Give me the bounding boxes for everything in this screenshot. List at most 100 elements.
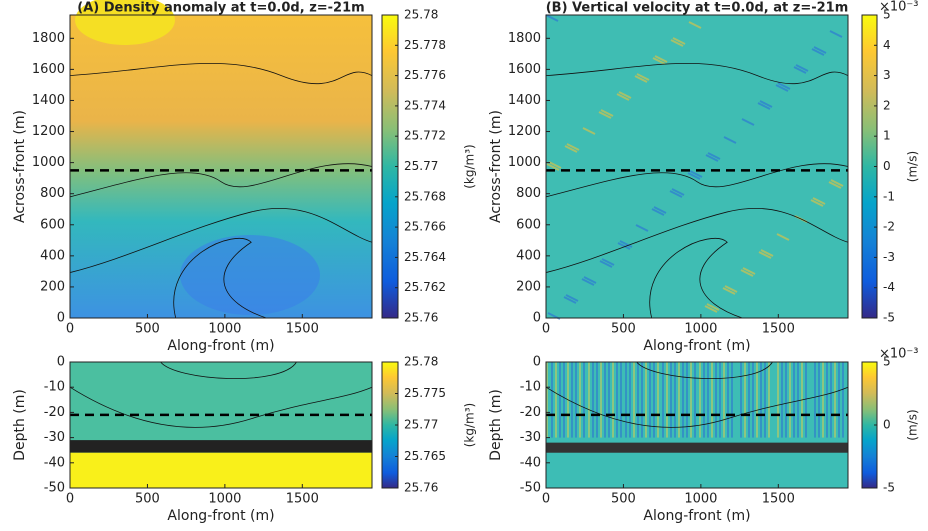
- field-streak: [565, 294, 579, 302]
- field-stripe: [596, 362, 598, 438]
- field-blob: [180, 235, 320, 315]
- field-band: [70, 440, 372, 453]
- x-axis-label: Along-front (m): [643, 508, 750, 524]
- field-streak: [811, 48, 825, 56]
- field-streak: [795, 64, 809, 72]
- field-streak: [775, 84, 789, 92]
- colorbar-tick-label: 25.776: [404, 68, 446, 82]
- y-tick-label: 0: [57, 355, 65, 370]
- field-streak: [634, 75, 648, 83]
- field-stripe: [690, 362, 692, 438]
- field-stripe: [826, 362, 828, 438]
- field-streak: [793, 66, 807, 74]
- colorbar-multiplier: ×10⁻³: [879, 0, 919, 15]
- field-stripe: [583, 362, 585, 438]
- y-tick-label: 1800: [32, 31, 65, 46]
- field-streak: [723, 136, 737, 144]
- field-stripe: [629, 362, 631, 438]
- field-streak: [636, 73, 650, 81]
- field-streak: [598, 111, 612, 119]
- colorbar-tick-label: 25.78: [404, 355, 438, 369]
- y-tick-label: -20: [520, 405, 541, 420]
- y-tick-label: 1800: [508, 31, 541, 46]
- panel: [70, 362, 372, 488]
- y-tick-label: 200: [40, 279, 65, 294]
- field-stripe: [674, 362, 676, 438]
- x-tick-label: 500: [135, 492, 160, 507]
- panel-title: (B) Vertical velocity at t=0.0d, at z=-2…: [546, 1, 849, 16]
- x-axis-label: Along-front (m): [167, 508, 274, 524]
- panel: [546, 362, 848, 488]
- colorbar-tick-label: 25.766: [404, 220, 446, 234]
- field-streak: [601, 258, 615, 266]
- field-stripe: [834, 362, 836, 438]
- x-tick-label: 1500: [762, 492, 795, 507]
- colorbar-tick-label: -1: [883, 189, 895, 203]
- field-streak: [670, 39, 684, 47]
- field-stripe: [793, 362, 795, 438]
- y-axis-label: Depth (m): [488, 389, 504, 461]
- y-tick-label: 0: [533, 355, 541, 370]
- contour: [546, 387, 848, 427]
- field-streak: [828, 181, 842, 189]
- field-streak: [704, 305, 718, 313]
- x-axis-label: Along-front (m): [167, 338, 274, 354]
- field-streak: [740, 269, 754, 277]
- field-streak: [583, 276, 597, 284]
- y-axis-label: Across-front (m): [488, 110, 504, 223]
- field-streak: [564, 145, 578, 153]
- y-tick-label: -40: [520, 455, 541, 470]
- colorbar-tick-label: 5: [883, 355, 891, 369]
- y-tick-label: 1600: [508, 62, 541, 77]
- field-stripe: [777, 362, 779, 438]
- field-stripe: [641, 362, 643, 438]
- y-tick-label: 800: [516, 186, 541, 201]
- field-stripe: [686, 362, 688, 438]
- field-stripe: [838, 362, 840, 438]
- y-tick-label: 0: [57, 311, 65, 326]
- y-tick-label: -40: [44, 455, 65, 470]
- field-streak: [706, 303, 720, 311]
- field-stripe: [785, 362, 787, 438]
- colorbar-multiplier: ×10⁻³: [879, 347, 919, 362]
- y-axis-label: Across-front (m): [12, 110, 28, 223]
- field-stripe: [822, 362, 824, 438]
- field-streak: [566, 143, 580, 151]
- colorbar-tick-label: 25.77: [404, 418, 438, 432]
- field-stripe: [830, 362, 832, 438]
- field-stripe: [645, 362, 647, 438]
- field-streak: [672, 37, 686, 45]
- y-tick-label: 1000: [508, 155, 541, 170]
- field-stripe: [612, 362, 614, 438]
- field-stripe: [579, 362, 581, 438]
- field-streak: [813, 46, 827, 54]
- colorbar-tick-label: 25.778: [404, 38, 446, 52]
- y-tick-label: -10: [520, 380, 541, 395]
- axes-frame: [545, 361, 849, 489]
- y-tick-label: -50: [44, 481, 65, 496]
- y-tick-label: -20: [44, 405, 65, 420]
- field-streak: [654, 55, 668, 63]
- field-stripe: [707, 362, 709, 438]
- colorbar-tick-label: 25.765: [404, 449, 446, 463]
- field-streak: [742, 267, 756, 275]
- field-stripe: [842, 362, 844, 438]
- x-tick-label: 1000: [208, 492, 241, 507]
- field-stripe: [699, 362, 701, 438]
- y-tick-label: 1400: [32, 93, 65, 108]
- colorbar-tick-label: 25.768: [404, 189, 446, 203]
- y-tick-label: -50: [520, 481, 541, 496]
- x-tick-label: 500: [611, 322, 636, 337]
- contour: [650, 238, 743, 318]
- contour: [70, 63, 372, 83]
- colorbar-tick-label: -4: [883, 280, 895, 294]
- field-stripe: [797, 362, 799, 438]
- field-streak: [616, 93, 630, 101]
- colorbar-tick-label: -3: [883, 250, 895, 264]
- colorbar-tick-label: 5: [883, 8, 891, 22]
- contour: [637, 362, 773, 379]
- field-streak: [600, 109, 614, 117]
- field-stripe: [768, 362, 770, 438]
- field-streak: [581, 278, 595, 286]
- field-stripe: [752, 362, 754, 438]
